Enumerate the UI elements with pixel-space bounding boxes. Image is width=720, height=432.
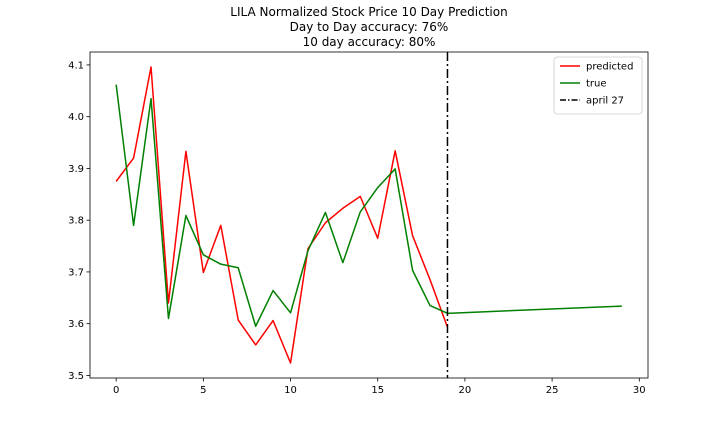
title-line-3: 10 day accuracy: 80% [303,35,436,49]
legend-label: predicted [586,62,633,73]
x-tick-label: 30 [633,385,646,396]
y-tick-label: 4.0 [68,112,84,123]
y-tick-label: 3.5 [68,371,84,382]
title-line-1: LILA Normalized Stock Price 10 Day Predi… [230,5,507,19]
axes-ticks: 0 5 10 15 20 25 30 3.5 3.6 3.7 3.8 3.9 4.0 4.1 [68,51,649,396]
x-tick-label: 10 [284,385,297,396]
x-tick-label: 20 [459,385,472,396]
legend-label: april 27 [586,96,624,107]
x-tick-label: 15 [371,385,384,396]
x-tick-label: 0 [113,385,119,396]
series-line-predicted [115,66,449,364]
title-line-2: Day to Day accuracy: 76% [290,20,449,34]
x-tick-label: 5 [200,385,206,396]
y-tick-label: 3.8 [68,216,84,227]
plot-frame [89,51,649,379]
y-tick-label: 4.1 [68,60,84,71]
legend-label: true [586,79,607,90]
series-line-true [115,84,622,327]
chart-title: LILA Normalized Stock Price 10 Day Predi… [230,5,507,49]
plot-area [115,52,622,378]
y-tick-label: 3.6 [68,319,84,330]
x-tick-label: 25 [546,385,559,396]
y-tick-label: 3.7 [68,267,84,278]
legend: predicted true april 27 [553,56,643,115]
y-tick-label: 3.9 [68,164,84,175]
